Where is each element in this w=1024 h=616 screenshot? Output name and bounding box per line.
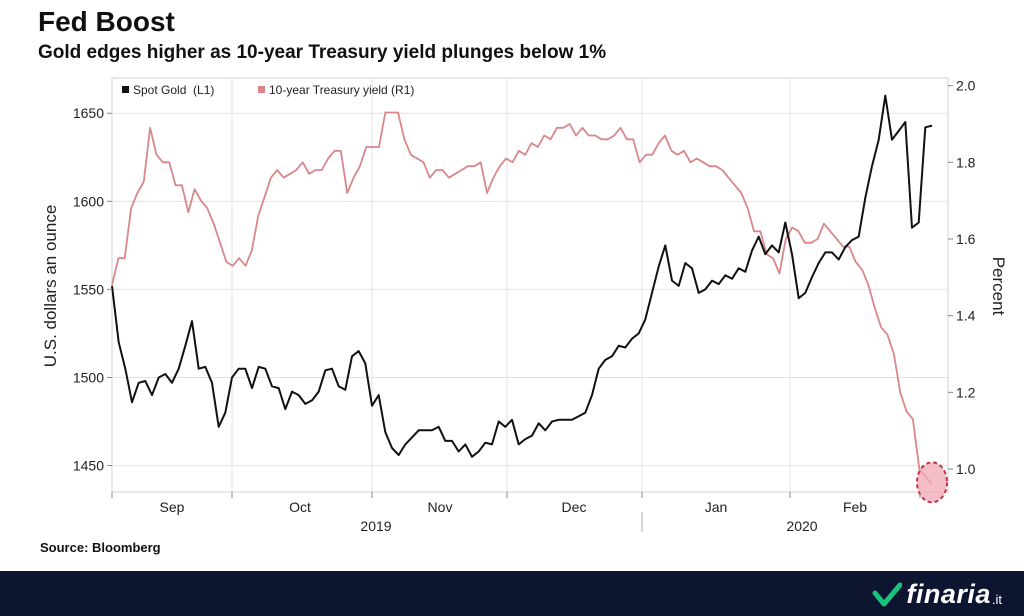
brand-logo[interactable]: finaria .it bbox=[872, 579, 1002, 610]
yield-highlight-marker bbox=[916, 461, 948, 504]
source-note: Source: Bloomberg bbox=[40, 540, 161, 555]
y-right-tick-label-1.4: 1.4 bbox=[956, 308, 976, 324]
y-left-tick-label-1600: 1600 bbox=[73, 193, 104, 209]
y-right-tick-label-1.8: 1.8 bbox=[956, 154, 976, 170]
series-line-treasury-yield bbox=[111, 111, 933, 485]
series-line-spot-gold bbox=[111, 94, 933, 458]
plot-frame bbox=[111, 77, 949, 493]
x-tick-label-nov: Nov bbox=[428, 499, 453, 515]
x-tick-label-dec: Dec bbox=[562, 499, 587, 515]
chart-subtitle: Gold edges higher as 10-year Treasury yi… bbox=[38, 42, 607, 63]
y-axis-title-left: U.S. dollars an ounce bbox=[41, 205, 60, 368]
brand-name: finaria bbox=[906, 579, 991, 609]
brand-suffix: .it bbox=[991, 592, 1002, 607]
x-tick-label-sep: Sep bbox=[160, 499, 185, 515]
y-left-tick-label-1650: 1650 bbox=[73, 105, 104, 121]
chart-title: Fed Boost bbox=[38, 6, 175, 37]
y-left-tick-label-1450: 1450 bbox=[73, 458, 104, 474]
x-tick-label-oct: Oct bbox=[289, 499, 311, 515]
legend-label-yield: 10-year Treasury yield (R1) bbox=[269, 83, 414, 97]
y-left-tick-label-1550: 1550 bbox=[73, 281, 104, 297]
footer-bar: finaria .it bbox=[0, 571, 1024, 616]
x-tick-label-jan: Jan bbox=[705, 499, 728, 515]
chart: Sep Oct Nov Dec Jan Feb 1450 1500 1550 1600 1650 1.… bbox=[41, 77, 1008, 534]
y-right-tick-label-1.0: 1.0 bbox=[956, 461, 976, 477]
brand-check-icon bbox=[872, 582, 903, 606]
y-right-tick-label-1.2: 1.2 bbox=[956, 384, 976, 400]
legend-label-gold: Spot Gold (L1) bbox=[133, 83, 214, 97]
legend: Spot Gold (L1) 10-year Treasury yield (R… bbox=[122, 83, 414, 97]
y-right-tick-label-2.0: 2.0 bbox=[956, 78, 976, 94]
legend-swatch-yield bbox=[258, 86, 265, 93]
y-axis-title-right: Percent bbox=[989, 257, 1008, 316]
x-year-label-2020: 2020 bbox=[786, 518, 817, 534]
x-year-label-2019: 2019 bbox=[360, 518, 391, 534]
y-left-tick-label-1500: 1500 bbox=[73, 369, 104, 385]
y-right-tick-label-1.6: 1.6 bbox=[956, 231, 976, 247]
x-tick-label-feb: Feb bbox=[843, 499, 867, 515]
legend-swatch-gold bbox=[122, 86, 129, 93]
gridlines bbox=[111, 77, 949, 493]
series-lines bbox=[111, 94, 948, 504]
axes: Sep Oct Nov Dec Jan Feb 1450 1500 1550 1600 1650 1.… bbox=[73, 78, 976, 532]
